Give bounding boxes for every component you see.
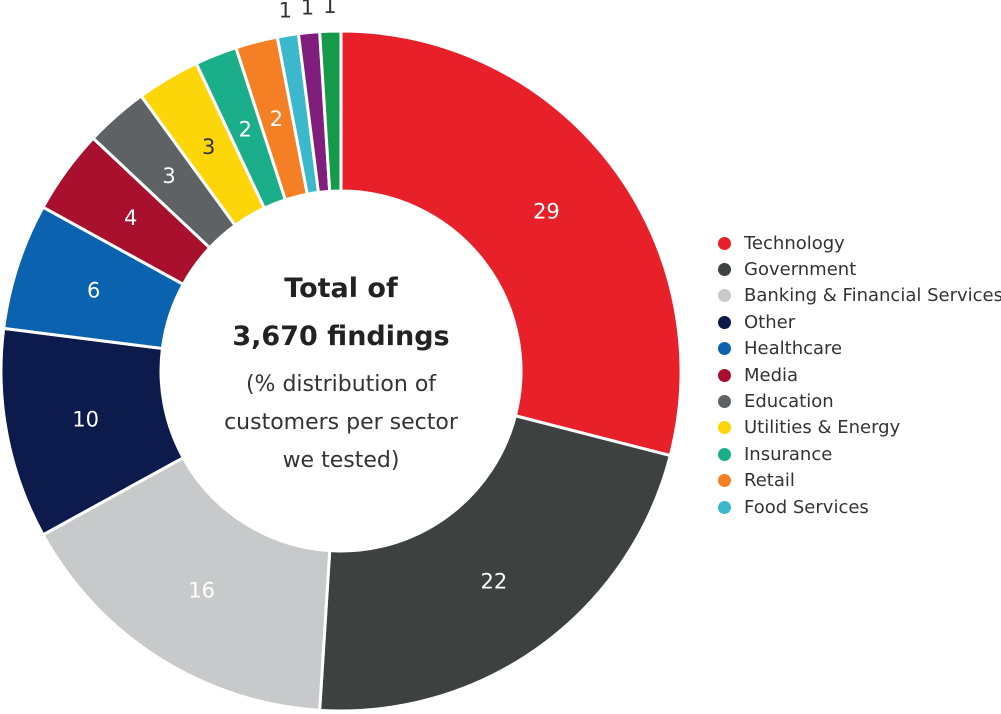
center-title-line2: 3,670 findings <box>232 321 449 352</box>
legend-swatch <box>718 447 731 461</box>
legend-item: Retail <box>718 468 1001 494</box>
slice-government <box>318 413 673 713</box>
legend-item: Other <box>718 309 1001 335</box>
slice-value-label: 1 <box>279 0 292 22</box>
legend-swatch <box>718 342 731 356</box>
legend-label: Education <box>744 391 834 413</box>
legend-item: Technology <box>718 230 1001 256</box>
legend-item: Healthcare <box>718 336 1001 362</box>
center-text: Total of 3,670 findings (% distribution … <box>224 273 459 473</box>
legend-label: Media <box>744 364 799 386</box>
legend-item: Utilities & Energy <box>718 415 1001 441</box>
legend-swatch <box>718 236 731 250</box>
slice-value-label: 2 <box>270 107 283 131</box>
slice-value-label: 1 <box>301 0 314 20</box>
legend-swatch <box>718 421 731 435</box>
slice-value-label: 2 <box>239 117 252 141</box>
slice-value-label: 4 <box>124 206 137 230</box>
slice-value-label: 10 <box>72 408 99 432</box>
legend-swatch <box>718 263 731 277</box>
legend-item: Media <box>718 362 1001 388</box>
legend-swatch <box>718 500 731 514</box>
chart-legend: Technology Government Banking & Financial … <box>718 230 1001 520</box>
legend-swatch <box>718 289 731 303</box>
legend-label: Healthcare <box>744 338 843 360</box>
legend-item: Banking & Financial Services <box>718 283 1001 309</box>
legend-item: Education <box>718 388 1001 414</box>
slice-value-label: 3 <box>202 135 215 159</box>
legend-label: Other <box>744 311 796 333</box>
donut-slices <box>0 29 683 713</box>
legend-item: Insurance <box>718 441 1001 467</box>
slice-value-label: 16 <box>188 579 215 603</box>
slice-value-label: 29 <box>533 200 560 224</box>
legend-item: Government <box>718 256 1001 282</box>
slice-value-label: 6 <box>87 279 100 303</box>
center-subtitle-line1: (% distribution of <box>246 372 437 397</box>
center-subtitle-line3: we tested) <box>283 448 400 473</box>
slice-technology <box>339 29 683 458</box>
legend-label: Government <box>744 259 857 281</box>
legend-label: Banking & Financial Services <box>744 285 1001 307</box>
legend-swatch <box>718 368 731 382</box>
legend-swatch <box>718 474 731 488</box>
legend-swatch <box>718 315 731 329</box>
legend-label: Food Services <box>744 496 869 518</box>
legend-label: Insurance <box>744 443 833 465</box>
legend-item: Food Services <box>718 494 1001 520</box>
slice-value-label: 3 <box>162 164 175 188</box>
legend-swatch <box>718 395 731 409</box>
legend-label: Retail <box>744 470 795 492</box>
legend-label: Utilities & Energy <box>744 417 901 439</box>
slice-value-label: 1 <box>323 0 336 18</box>
slice-banking-financial-services <box>41 455 332 712</box>
slice-value-label: 22 <box>480 569 507 593</box>
slice-unlabeled-12 <box>318 29 343 193</box>
center-subtitle-line2: customers per sector <box>224 410 459 435</box>
legend-label: Technology <box>744 232 845 254</box>
center-title-line1: Total of <box>284 273 398 304</box>
